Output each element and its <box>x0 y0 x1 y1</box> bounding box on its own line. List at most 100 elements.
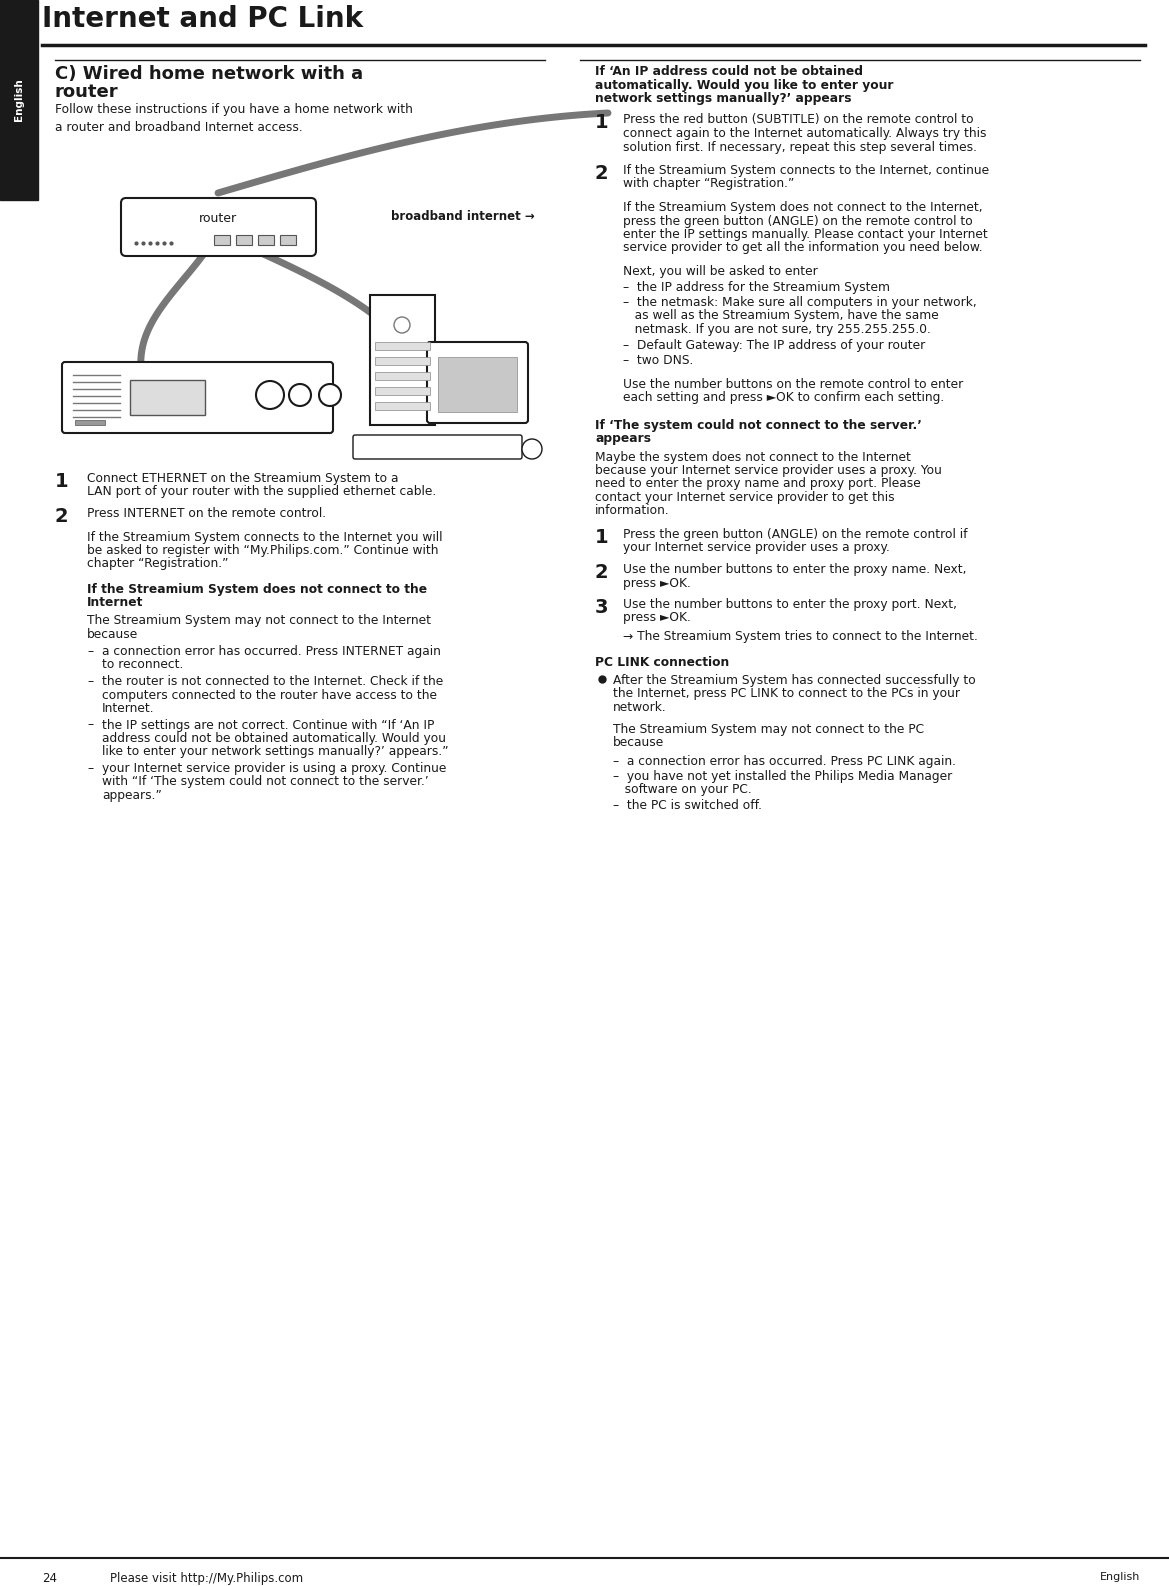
Text: be asked to register with “My.Philips.com.” Continue with: be asked to register with “My.Philips.co… <box>87 544 438 557</box>
Text: broadband internet →: broadband internet → <box>392 209 535 224</box>
Text: each setting and press ►OK to confirm each setting.: each setting and press ►OK to confirm ea… <box>623 392 945 404</box>
Text: Connect ETHERNET on the Streamium System to a: Connect ETHERNET on the Streamium System… <box>87 473 399 485</box>
Text: If the Streamium System does not connect to the: If the Streamium System does not connect… <box>87 584 427 596</box>
Bar <box>371 295 435 425</box>
Text: → The Streamium System tries to connect to the Internet.: → The Streamium System tries to connect … <box>623 630 978 642</box>
Text: because your Internet service provider uses a proxy. You: because your Internet service provider u… <box>595 465 942 477</box>
Text: –  the netmask: Make sure all computers in your network,: – the netmask: Make sure all computers i… <box>623 297 977 309</box>
Text: your Internet service provider is using a proxy. Continue: your Internet service provider is using … <box>102 761 447 776</box>
Text: –  the IP address for the Streamium System: – the IP address for the Streamium Syste… <box>623 281 890 293</box>
Text: a connection error has occurred. Press INTERNET again: a connection error has occurred. Press I… <box>102 646 441 658</box>
Bar <box>258 235 274 244</box>
Text: English: English <box>1100 1572 1140 1581</box>
Text: router: router <box>55 82 118 102</box>
Text: PC LINK connection: PC LINK connection <box>595 655 729 669</box>
Text: router: router <box>199 213 237 225</box>
Text: the router is not connected to the Internet. Check if the: the router is not connected to the Inter… <box>102 676 443 688</box>
Circle shape <box>394 317 410 333</box>
Text: the Internet, press PC LINK to connect to the PCs in your: the Internet, press PC LINK to connect t… <box>613 687 960 701</box>
Text: 3: 3 <box>595 598 609 617</box>
FancyBboxPatch shape <box>62 362 333 433</box>
Text: Press the red button (SUBTITLE) on the remote control to: Press the red button (SUBTITLE) on the r… <box>623 114 974 127</box>
Text: –  you have not yet installed the Philips Media Manager: – you have not yet installed the Philips… <box>613 769 953 783</box>
Bar <box>75 420 105 425</box>
Text: computers connected to the router have access to the: computers connected to the router have a… <box>102 688 437 701</box>
Text: 24: 24 <box>42 1572 57 1584</box>
FancyBboxPatch shape <box>122 198 316 255</box>
Text: because: because <box>87 628 138 641</box>
Text: 2: 2 <box>595 563 609 582</box>
Text: C) Wired home network with a: C) Wired home network with a <box>55 65 364 82</box>
Text: Maybe the system does not connect to the Internet: Maybe the system does not connect to the… <box>595 450 911 463</box>
Bar <box>438 357 517 412</box>
Text: connect again to the Internet automatically. Always try this: connect again to the Internet automatica… <box>623 127 987 140</box>
Text: solution first. If necessary, repeat this step several times.: solution first. If necessary, repeat thi… <box>623 141 977 154</box>
Bar <box>375 357 430 365</box>
Text: –  a connection error has occurred. Press PC LINK again.: – a connection error has occurred. Press… <box>613 755 956 768</box>
Circle shape <box>256 381 284 409</box>
Text: 2: 2 <box>595 163 609 182</box>
Text: because: because <box>613 736 664 749</box>
Text: If the Streamium System does not connect to the Internet,: If the Streamium System does not connect… <box>623 201 983 214</box>
Text: need to enter the proxy name and proxy port. Please: need to enter the proxy name and proxy p… <box>595 477 921 490</box>
Text: After the Streamium System has connected successfully to: After the Streamium System has connected… <box>613 674 976 687</box>
Text: network.: network. <box>613 701 666 714</box>
Bar <box>375 373 430 381</box>
Text: –: – <box>87 761 94 776</box>
Text: 1: 1 <box>595 528 609 547</box>
Text: address could not be obtained automatically. Would you: address could not be obtained automatica… <box>102 733 447 745</box>
Text: –  two DNS.: – two DNS. <box>623 354 693 366</box>
Text: automatically. Would you like to enter your: automatically. Would you like to enter y… <box>595 78 893 92</box>
Text: LAN port of your router with the supplied ethernet cable.: LAN port of your router with the supplie… <box>87 485 436 498</box>
Text: –: – <box>87 646 94 658</box>
Text: Internet.: Internet. <box>102 703 154 715</box>
Bar <box>375 401 430 411</box>
Text: English: English <box>14 79 25 122</box>
Text: press ►OK.: press ►OK. <box>623 576 691 590</box>
Bar <box>236 235 253 244</box>
Bar <box>375 343 430 351</box>
Text: Press INTERNET on the remote control.: Press INTERNET on the remote control. <box>87 508 326 520</box>
Text: Internet: Internet <box>87 596 144 609</box>
Text: 2: 2 <box>55 508 69 527</box>
Text: –: – <box>87 676 94 688</box>
Text: 1: 1 <box>595 114 609 133</box>
Text: network settings manually?’ appears: network settings manually?’ appears <box>595 92 851 105</box>
Text: netmask. If you are not sure, try 255.255.255.0.: netmask. If you are not sure, try 255.25… <box>623 324 931 336</box>
Text: Use the number buttons on the remote control to enter: Use the number buttons on the remote con… <box>623 377 963 390</box>
Text: service provider to get all the information you need below.: service provider to get all the informat… <box>623 241 983 254</box>
Text: your Internet service provider uses a proxy.: your Internet service provider uses a pr… <box>623 541 890 555</box>
Circle shape <box>319 384 341 406</box>
Bar <box>375 387 430 395</box>
Text: If the Streamium System connects to the Internet you will: If the Streamium System connects to the … <box>87 530 443 544</box>
Bar <box>214 235 230 244</box>
Circle shape <box>523 439 542 458</box>
Text: with chapter “Registration.”: with chapter “Registration.” <box>623 178 795 190</box>
Text: The Streamium System may not connect to the Internet: The Streamium System may not connect to … <box>87 614 431 626</box>
Text: like to enter your network settings manually?’ appears.”: like to enter your network settings manu… <box>102 745 449 758</box>
Text: Press the green button (ANGLE) on the remote control if: Press the green button (ANGLE) on the re… <box>623 528 968 541</box>
Text: Please visit http://My.Philips.com: Please visit http://My.Philips.com <box>110 1572 303 1584</box>
FancyBboxPatch shape <box>427 343 528 423</box>
Text: Follow these instructions if you have a home network with
a router and broadband: Follow these instructions if you have a … <box>55 103 413 133</box>
Text: enter the IP settings manually. Please contact your Internet: enter the IP settings manually. Please c… <box>623 228 988 241</box>
Text: press the green button (ANGLE) on the remote control to: press the green button (ANGLE) on the re… <box>623 214 973 227</box>
Text: –  the PC is switched off.: – the PC is switched off. <box>613 799 762 812</box>
Text: chapter “Registration.”: chapter “Registration.” <box>87 558 228 571</box>
Text: The Streamium System may not connect to the PC: The Streamium System may not connect to … <box>613 723 925 736</box>
Text: 1: 1 <box>55 473 69 492</box>
Text: contact your Internet service provider to get this: contact your Internet service provider t… <box>595 492 894 504</box>
Text: If the Streamium System connects to the Internet, continue: If the Streamium System connects to the … <box>623 163 989 178</box>
Text: software on your PC.: software on your PC. <box>613 783 752 796</box>
Text: If ‘The system could not connect to the server.’: If ‘The system could not connect to the … <box>595 419 922 431</box>
Text: press ►OK.: press ►OK. <box>623 612 691 625</box>
Text: Internet and PC Link: Internet and PC Link <box>42 5 364 33</box>
Text: information.: information. <box>595 504 670 517</box>
Bar <box>0 0 39 200</box>
FancyBboxPatch shape <box>353 435 523 458</box>
Text: to reconnect.: to reconnect. <box>102 658 184 671</box>
Text: Use the number buttons to enter the proxy name. Next,: Use the number buttons to enter the prox… <box>623 563 967 576</box>
Text: appears: appears <box>595 431 651 446</box>
Text: the IP settings are not correct. Continue with “If ‘An IP: the IP settings are not correct. Continu… <box>102 718 435 731</box>
Circle shape <box>289 384 311 406</box>
